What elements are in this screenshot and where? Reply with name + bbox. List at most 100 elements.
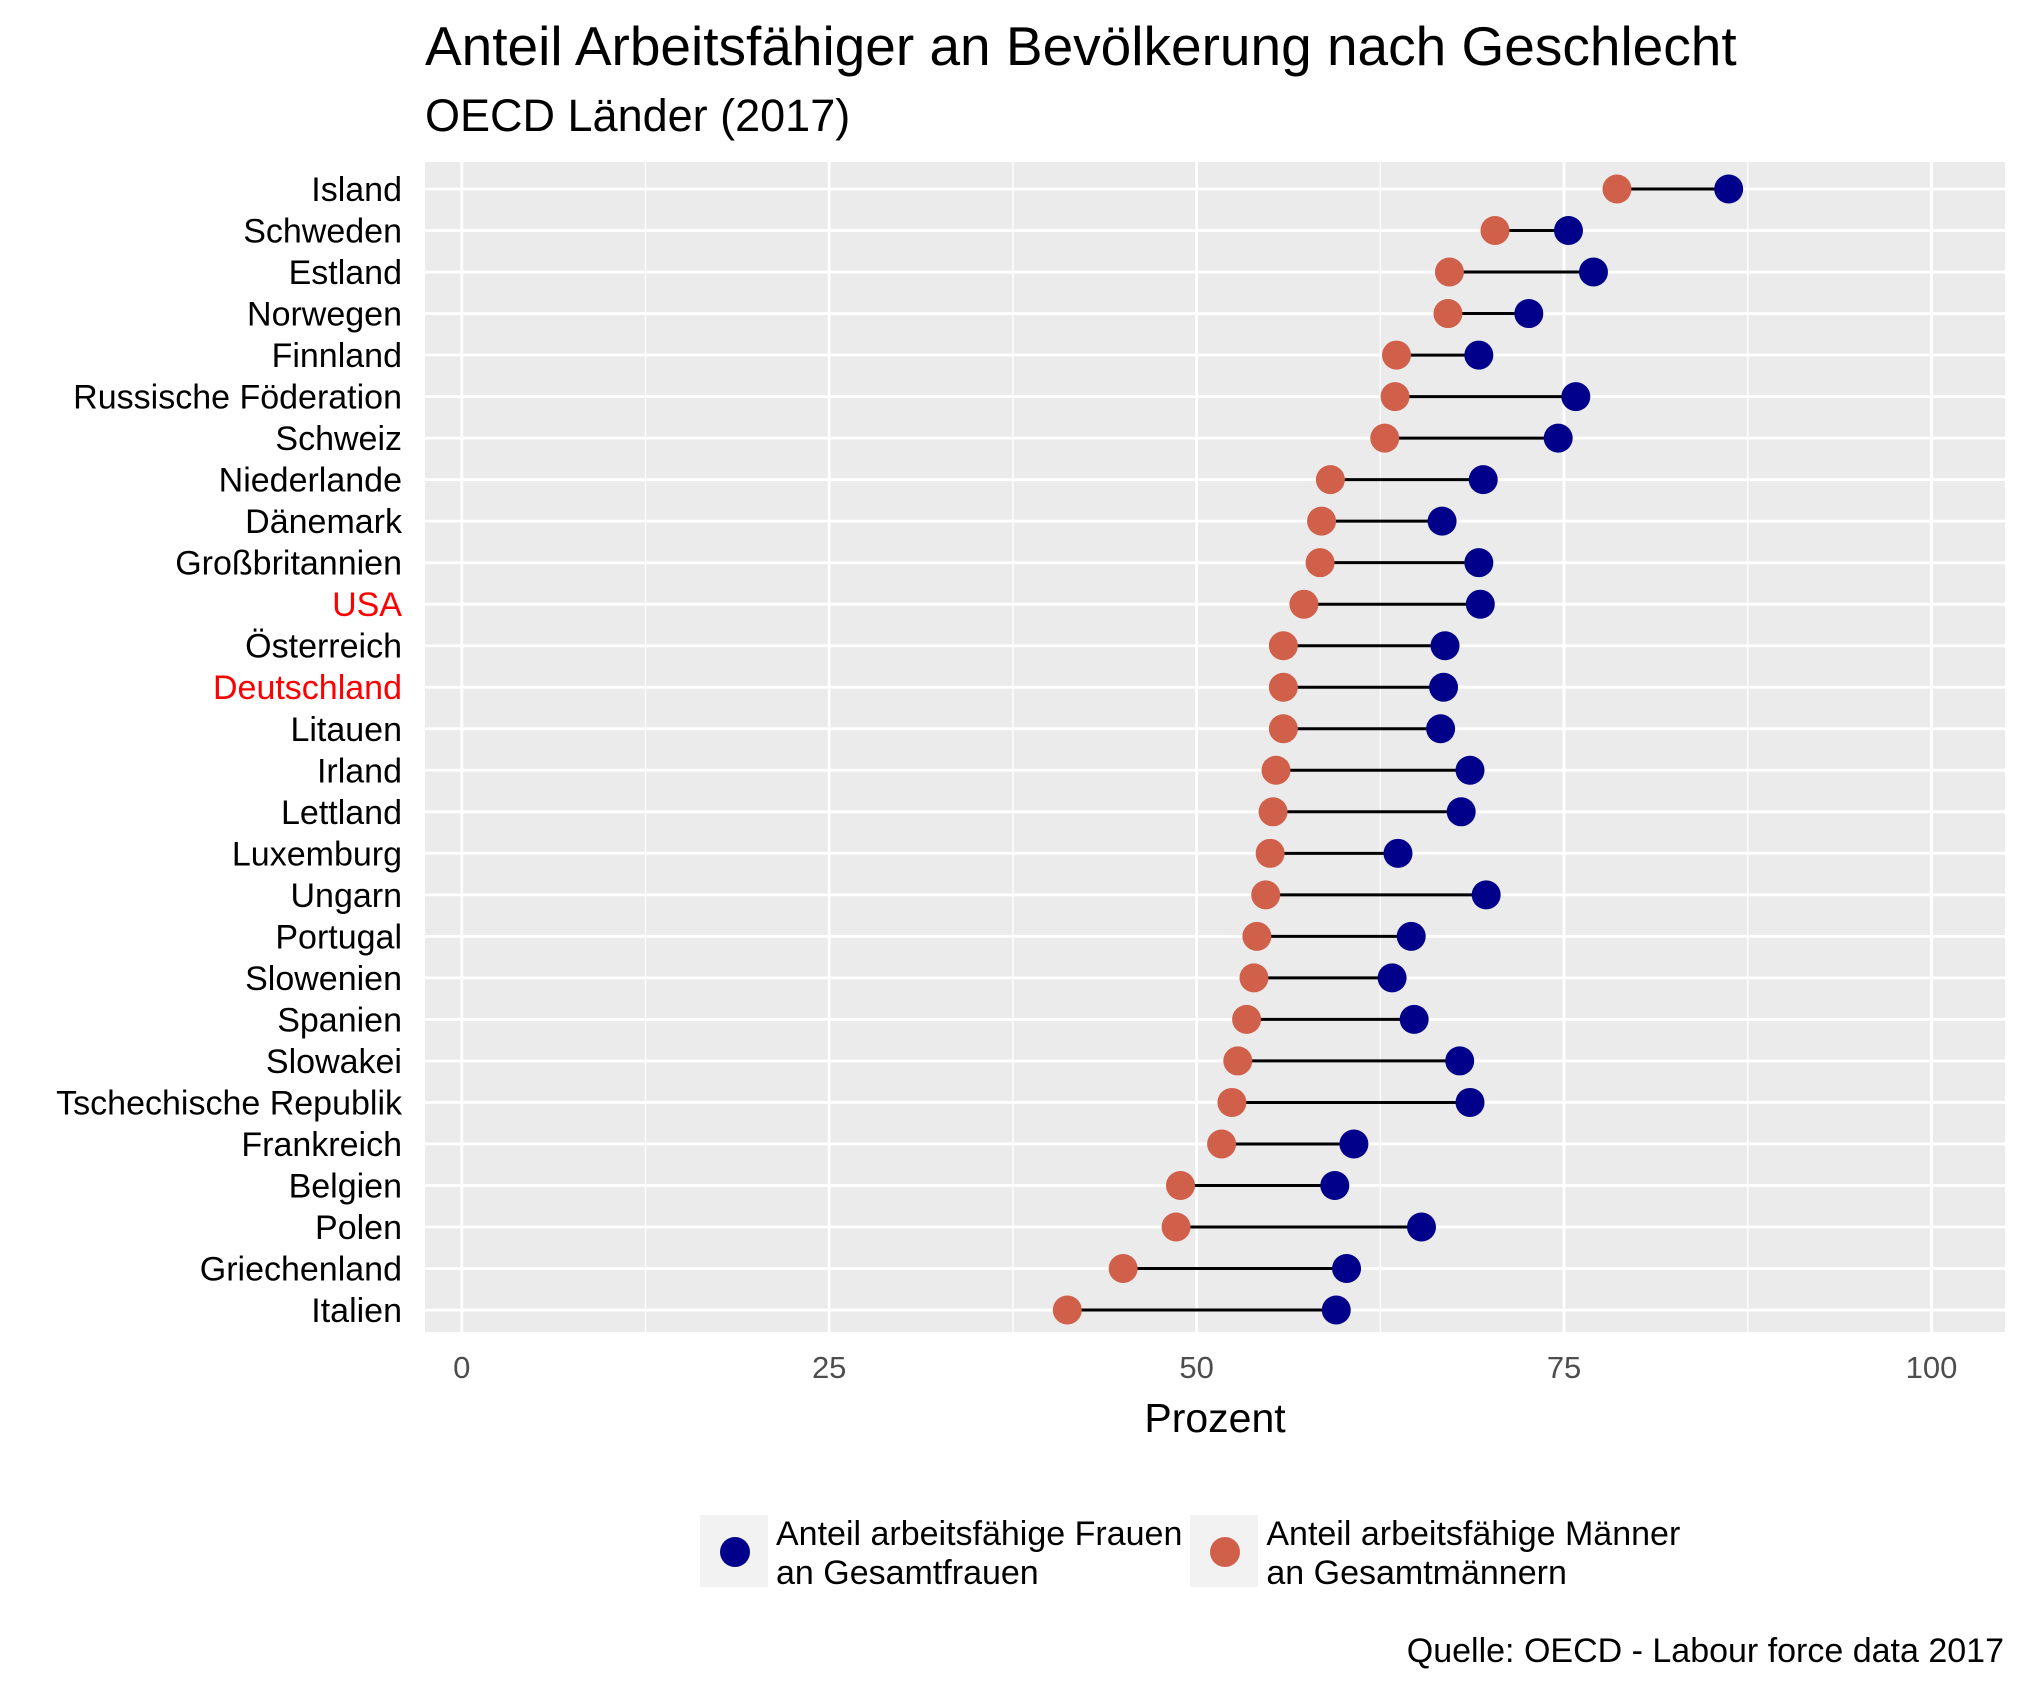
- point-maenner: [1480, 216, 1510, 246]
- category-label: Spanien: [277, 1001, 402, 1039]
- point-frauen: [1455, 755, 1485, 785]
- point-frauen: [1468, 465, 1498, 495]
- x-tick-label: 0: [453, 1350, 470, 1385]
- point-maenner: [1052, 1295, 1082, 1325]
- dumbbell-segments: [1067, 187, 1729, 1312]
- point-frauen: [1543, 423, 1573, 453]
- x-tick-label: 25: [812, 1350, 846, 1385]
- data-points: [1052, 174, 1744, 1325]
- point-maenner: [1315, 465, 1345, 495]
- point-frauen: [1561, 382, 1591, 412]
- point-maenner: [1251, 880, 1281, 910]
- category-label: Großbritannien: [175, 545, 402, 583]
- legend-dot-frauen: [720, 1537, 750, 1567]
- point-maenner: [1258, 797, 1288, 827]
- point-frauen: [1464, 340, 1494, 370]
- category-label: Slowakei: [266, 1043, 402, 1081]
- category-label: Dänemark: [245, 503, 403, 541]
- point-maenner: [1161, 1212, 1191, 1242]
- point-frauen: [1553, 216, 1583, 246]
- category-label: Frankreich: [241, 1126, 402, 1164]
- category-label: Irland: [317, 752, 402, 790]
- point-frauen: [1383, 838, 1413, 868]
- category-label: Litauen: [290, 711, 402, 749]
- point-maenner: [1380, 382, 1410, 412]
- point-frauen: [1445, 1046, 1475, 1076]
- category-label: Luxemburg: [232, 835, 402, 873]
- category-label: Finnland: [272, 337, 402, 375]
- point-maenner: [1223, 1046, 1253, 1076]
- point-frauen: [1514, 299, 1544, 329]
- x-tick-label: 50: [1179, 1350, 1213, 1385]
- category-label: Schweden: [243, 213, 402, 251]
- point-maenner: [1239, 963, 1269, 993]
- category-label: Norwegen: [247, 296, 402, 334]
- point-frauen: [1320, 1170, 1350, 1200]
- chart-title: Anteil Arbeitsfähiger an Bevölkerung nac…: [425, 15, 1737, 77]
- point-frauen: [1455, 1087, 1485, 1117]
- category-label: Deutschland: [213, 669, 402, 707]
- category-label: Slowenien: [245, 960, 402, 998]
- category-label: Island: [311, 171, 402, 209]
- point-maenner: [1307, 506, 1337, 536]
- point-frauen: [1426, 714, 1456, 744]
- legend-dot-maenner: [1210, 1537, 1241, 1567]
- source-note: Quelle: OECD - Labour force data 2017: [1406, 1632, 2004, 1670]
- category-label: Portugal: [275, 918, 402, 956]
- point-maenner: [1165, 1170, 1195, 1200]
- point-frauen: [1377, 963, 1407, 993]
- category-label: Russische Föderation: [73, 379, 402, 417]
- point-frauen: [1429, 672, 1459, 702]
- category-label: Schweiz: [275, 420, 402, 458]
- legend-item-maenner: Anteil arbeitsfähige Männer an Gesamtmän…: [1190, 1515, 1680, 1593]
- x-tick-label: 75: [1547, 1350, 1581, 1385]
- x-tick-labels: 0 25 50 75 100: [453, 1350, 1957, 1385]
- point-maenner: [1108, 1254, 1138, 1284]
- category-label: Niederlande: [219, 462, 402, 500]
- point-maenner: [1305, 548, 1335, 578]
- point-maenner: [1255, 838, 1285, 868]
- legend-key-maenner: [1190, 1515, 1259, 1587]
- point-frauen: [1396, 921, 1426, 951]
- point-frauen: [1471, 880, 1501, 910]
- point-frauen: [1464, 548, 1494, 578]
- x-tick-label: 100: [1906, 1350, 1958, 1385]
- category-label: USA: [332, 586, 402, 624]
- legend-key-frauen: [700, 1515, 768, 1587]
- point-frauen: [1430, 631, 1460, 661]
- point-frauen: [1465, 589, 1495, 619]
- point-frauen: [1578, 257, 1608, 287]
- point-maenner: [1370, 423, 1400, 453]
- category-label: Belgien: [289, 1167, 402, 1205]
- grid-lines: [425, 162, 2005, 1332]
- point-frauen: [1407, 1212, 1437, 1242]
- category-label: Estland: [289, 254, 402, 292]
- category-label: Lettland: [281, 794, 402, 832]
- legend-label-frauen: Anteil arbeitsfähige Frauen an Gesamtfra…: [776, 1515, 1183, 1592]
- point-maenner: [1232, 1004, 1262, 1034]
- category-label: Italien: [311, 1292, 402, 1330]
- point-frauen: [1714, 174, 1744, 204]
- point-maenner: [1289, 589, 1319, 619]
- point-maenner: [1268, 714, 1298, 744]
- point-maenner: [1207, 1129, 1237, 1159]
- point-maenner: [1382, 340, 1412, 370]
- point-maenner: [1268, 672, 1298, 702]
- legend-item-frauen: Anteil arbeitsfähige Frauen an Gesamtfra…: [700, 1515, 1182, 1593]
- point-maenner: [1242, 921, 1272, 951]
- point-frauen: [1399, 1004, 1429, 1034]
- point-maenner: [1268, 631, 1298, 661]
- point-frauen: [1427, 506, 1457, 536]
- category-label: Polen: [315, 1209, 402, 1247]
- category-label: Tschechische Republik: [56, 1084, 403, 1122]
- chart-subtitle: OECD Länder (2017): [425, 90, 851, 141]
- category-label: Griechenland: [200, 1251, 402, 1289]
- legend-label-maenner: Anteil arbeitsfähige Männer an Gesamtmän…: [1266, 1515, 1681, 1592]
- point-maenner: [1434, 257, 1464, 287]
- x-axis-title: Prozent: [1144, 1395, 1286, 1441]
- category-label: Österreich: [245, 628, 402, 666]
- point-maenner: [1602, 174, 1632, 204]
- point-maenner: [1217, 1087, 1247, 1117]
